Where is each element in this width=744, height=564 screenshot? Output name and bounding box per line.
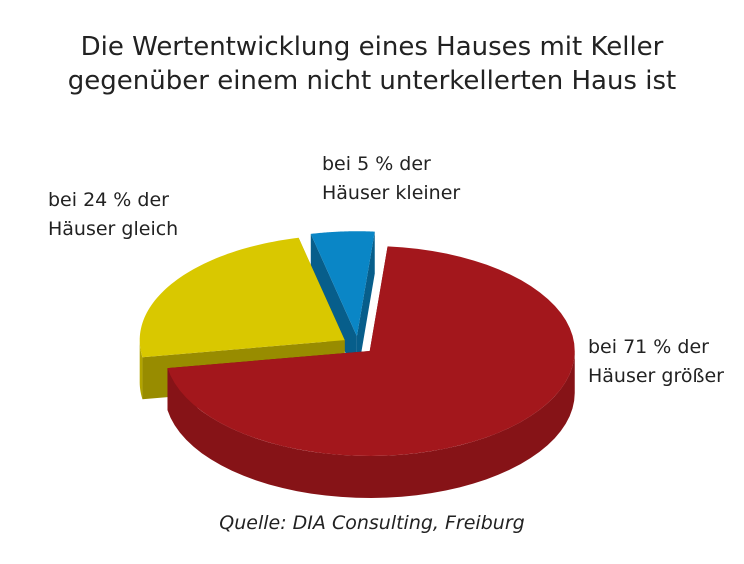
pie-slice [310,231,375,379]
source-note: Quelle: DIA Consulting, Freiburg [219,512,525,534]
slice-wall [356,231,375,379]
slice-top [139,237,345,358]
chart-title: Die Wertentwicklung eines Hauses mit Kel… [67,32,677,96]
pie-slice [167,246,575,498]
slice-wall [310,233,357,379]
slice-side [139,340,143,400]
data-label: bei 24 % der Häuser gleich [48,189,179,240]
slice-top [310,231,375,337]
slice-top [167,246,575,456]
slice-side [167,350,575,498]
data-label: bei 71 % der Häuser größer [588,336,724,387]
data-label: bei 5 % der Häuser kleiner [322,153,461,204]
